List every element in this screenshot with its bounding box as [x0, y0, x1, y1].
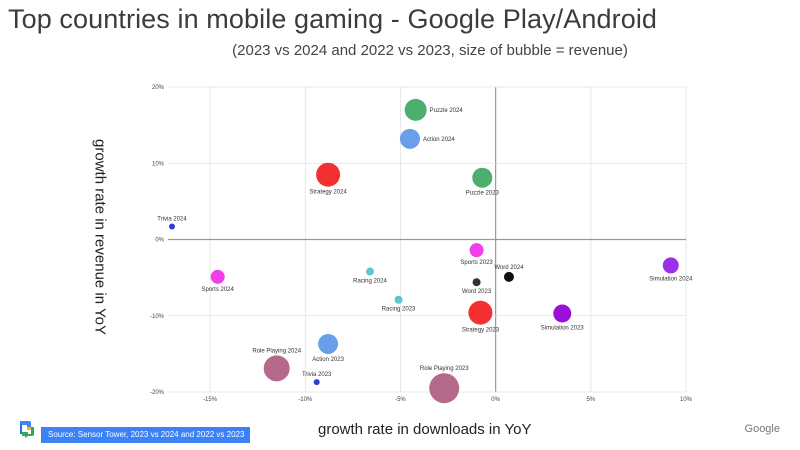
chart-points [169, 98, 679, 404]
data-label: Role Playing 2023 [420, 366, 469, 372]
y-tick-label: -20% [150, 390, 165, 396]
data-label: Sports 2024 [202, 287, 235, 293]
bubble-point [503, 271, 514, 282]
bubble-point [468, 300, 493, 325]
data-label: Puzzle 2024 [430, 108, 464, 114]
x-tick-label: -10% [298, 397, 313, 403]
data-label: Sports 2023 [460, 260, 493, 266]
data-label: Simulation 2023 [541, 325, 585, 331]
data-label: Word 2024 [494, 265, 524, 271]
data-label: Racing 2023 [382, 307, 416, 313]
bubble-point [399, 128, 420, 149]
google-workspace-logo-icon [20, 421, 34, 438]
bubble-point [365, 267, 374, 276]
bubble-point [313, 379, 320, 386]
bubble-point [210, 269, 225, 284]
data-label: Puzzle 2023 [466, 191, 500, 197]
chart-subtitle: (2023 vs 2024 and 2022 vs 2023, size of … [232, 42, 628, 59]
y-tick-label: -10% [150, 314, 165, 320]
bubble-point [472, 278, 481, 287]
bubble-point [662, 257, 679, 274]
bubble-point [469, 243, 484, 258]
data-label: Racing 2024 [353, 279, 387, 285]
x-axis-label: growth rate in downloads in YoY [318, 421, 532, 438]
bubble-point [472, 167, 493, 188]
x-tick-label: -5% [395, 397, 406, 403]
y-tick-label: 10% [152, 161, 165, 167]
data-label: Strategy 2024 [309, 190, 347, 196]
data-label: Trivia 2023 [302, 372, 332, 378]
data-label: Word 2023 [462, 289, 492, 295]
chart-labels: -15% -10% -5% 0% 5% 10% -20% -10% 0% 10% 20% Puzzle… [150, 85, 693, 403]
data-label: Action 2023 [312, 357, 344, 363]
bubble-point [394, 295, 403, 304]
bubble-point [318, 333, 339, 354]
y-tick-label: 0% [155, 238, 164, 244]
bubble-point [263, 355, 290, 382]
x-tick-label: -15% [203, 397, 218, 403]
data-label: Strategy 2023 [462, 328, 500, 334]
chart-grid [168, 86, 687, 393]
data-label: Simulation 2024 [649, 276, 693, 282]
y-tick-label: 20% [152, 85, 165, 91]
bubble-point [553, 304, 572, 323]
bubble-point [429, 373, 460, 404]
x-tick-label: 10% [680, 397, 693, 403]
data-label: Trivia 2024 [157, 217, 187, 223]
x-tick-label: 5% [586, 397, 595, 403]
google-brand-text: Google [744, 423, 780, 435]
x-tick-label: 0% [491, 397, 500, 403]
chart-title: Top countries in mobile gaming - Google … [8, 4, 658, 34]
data-label: Action 2024 [423, 137, 455, 143]
source-note: Source: Sensor Tower, 2023 vs 2024 and 2… [41, 427, 250, 443]
bubble-point [316, 162, 341, 187]
bubble-point [169, 223, 175, 230]
data-label: Role Playing 2024 [252, 348, 301, 354]
bubble-point [404, 98, 427, 121]
